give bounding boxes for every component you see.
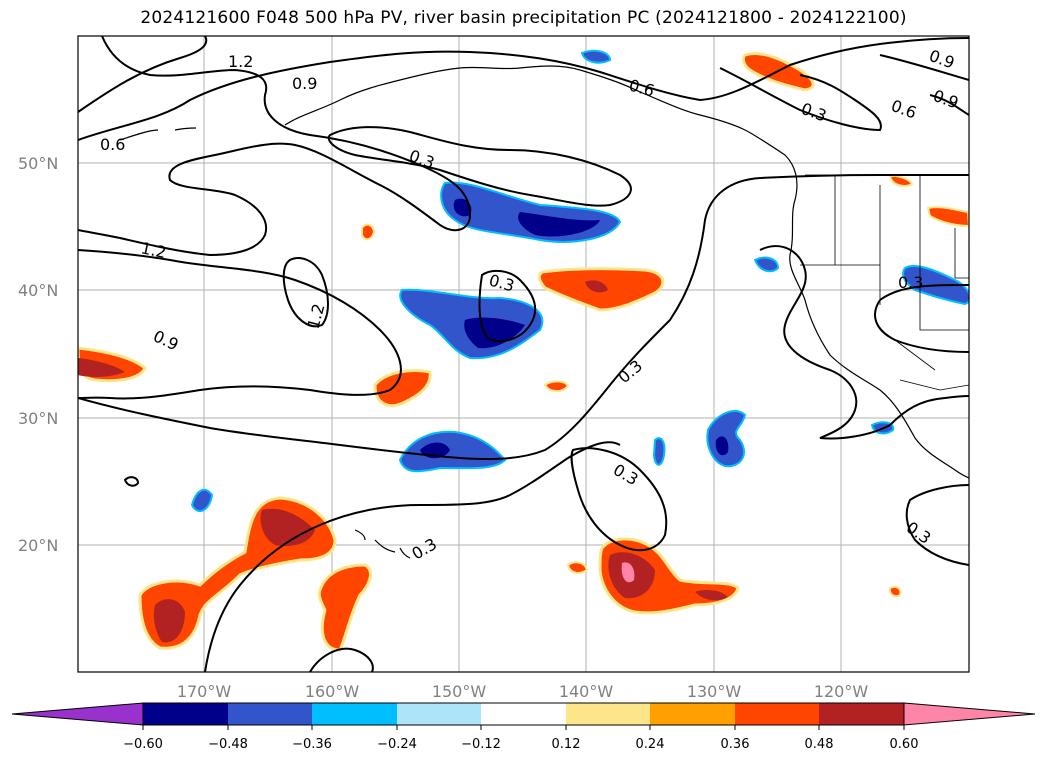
orange-small-northeast-2 [926,206,969,228]
blue-core-5 [715,436,729,456]
colorbar-tick-label: −0.60 [123,737,163,752]
lon-label-120w: 120°W [814,682,869,701]
latitude-labels: 50°N 40°N 30°N 20°N [18,154,58,555]
map-frame [77,35,970,673]
political-borders [800,174,969,391]
pink-core-south-central [621,562,635,583]
blue-small-north [580,49,612,64]
colorbar-segment [481,703,566,725]
contour-label: 0.6 [100,135,125,154]
blue-region-south-central [398,430,507,473]
colorbar-tick-label: 0.36 [721,737,750,752]
colorbar-segment [566,703,650,725]
colorbar-tick-label: −0.36 [292,737,332,752]
colorbar-tick-label: −0.12 [461,737,501,752]
lon-label-170w: 170°W [177,682,232,701]
colorbar-tick-label: 0.24 [636,737,665,752]
lon-label-130w: 130°W [687,682,742,701]
longitude-labels: 170°W 160°W 150°W 140°W 130°W 120°W [177,682,869,701]
blue-core-3 [464,317,525,349]
colorbar-extend-low [11,702,144,726]
lon-label-140w: 140°W [559,682,614,701]
contour-label: 1.2 [139,238,168,262]
positive-precip-regions [78,52,969,652]
colorbar-tick-label: −0.48 [208,737,248,752]
contour-label: 0.3 [898,273,923,292]
orange-region-mid-west [373,369,432,408]
lon-label-160w: 160°W [305,682,360,701]
orange-small-south-east [888,585,902,598]
orange-small-south-center [566,561,589,574]
blue-region-east-1 [706,410,747,468]
blue-small-east-3 [753,256,780,273]
map-title: 2024121600 F048 500 hPa PV, river basin … [140,8,907,28]
orange-region-south-west-2 [317,563,372,652]
orange-small-center [543,380,570,393]
red-core-1 [585,280,608,293]
contour-label: 0.9 [292,74,317,93]
orange-small-northeast-3 [888,174,914,187]
colorbar-tick-label: 0.60 [890,737,919,752]
blue-small-east-2 [652,437,666,466]
coastlines [119,65,969,559]
colorbar-segment [735,703,819,725]
colorbar-segment [819,703,904,725]
lon-label-150w: 150°W [432,682,487,701]
blue-core-1 [453,198,472,217]
colorbar-segment [228,703,312,725]
lat-label-40: 40°N [18,281,58,300]
colorbar-tick-label: 0.12 [552,737,581,752]
red-core-south-central-2 [695,589,728,601]
colorbar: −0.60 −0.48 −0.36 −0.24 −0.12 0.12 0.24 … [11,702,1036,752]
colorbar-segment [650,703,735,725]
colorbar-tick-label: 0.48 [805,737,834,752]
blue-core-2 [518,212,600,237]
colorbar-tick-label: −0.24 [377,737,417,752]
contour-label: 1.2 [228,52,253,71]
lat-label-50: 50°N [18,154,58,173]
orange-small-west-central [361,223,376,241]
colorbar-segment [143,703,228,725]
lat-label-20: 20°N [18,536,58,555]
red-core-west-edge [78,358,125,377]
red-core-southwest-2 [260,508,315,547]
lat-label-30: 30°N [18,409,58,428]
blue-small-west [190,488,214,513]
colorbar-segment [397,703,481,725]
colorbar-segment [312,703,397,725]
colorbar-extend-high [903,702,1036,726]
pv-contours [78,36,969,672]
contour-labels: 1.2 0.9 0.6 0.3 0.3 0.6 0.9 0.9 0.6 1.2 … [100,46,961,564]
red-core-southwest-1 [153,599,185,643]
